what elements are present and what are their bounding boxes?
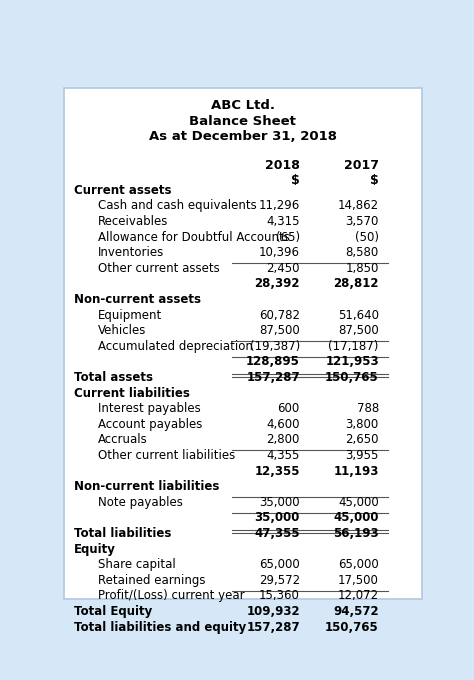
Text: 3,800: 3,800 [346, 418, 379, 430]
Text: Accumulated depreciation: Accumulated depreciation [98, 340, 253, 353]
Text: 45,000: 45,000 [333, 511, 379, 524]
Text: Equity: Equity [74, 543, 116, 556]
Text: 109,932: 109,932 [246, 605, 300, 618]
FancyBboxPatch shape [64, 88, 422, 599]
Text: Note payables: Note payables [98, 496, 182, 509]
Text: 45,000: 45,000 [338, 496, 379, 509]
Text: 150,765: 150,765 [325, 371, 379, 384]
Text: 35,000: 35,000 [255, 511, 300, 524]
Text: 4,600: 4,600 [266, 418, 300, 430]
Text: Non-current assets: Non-current assets [74, 293, 201, 306]
Text: 10,396: 10,396 [259, 246, 300, 259]
Text: 65,000: 65,000 [259, 558, 300, 571]
Text: Other current liabilities: Other current liabilities [98, 449, 235, 462]
Text: ABC Ltd.: ABC Ltd. [211, 99, 275, 112]
Text: 2,800: 2,800 [266, 433, 300, 446]
Text: Allowance for Doubtful Accounts: Allowance for Doubtful Accounts [98, 231, 290, 243]
Text: Total liabilities and equity: Total liabilities and equity [74, 621, 246, 634]
Text: 12,355: 12,355 [255, 464, 300, 477]
Text: Inventories: Inventories [98, 246, 164, 259]
Text: 600: 600 [278, 402, 300, 415]
Text: 8,580: 8,580 [346, 246, 379, 259]
Text: Cash and cash equivalents: Cash and cash equivalents [98, 199, 256, 212]
Text: 4,355: 4,355 [266, 449, 300, 462]
Text: Profit/(Loss) current year: Profit/(Loss) current year [98, 590, 245, 602]
Text: 15,360: 15,360 [259, 590, 300, 602]
Text: Share capital: Share capital [98, 558, 175, 571]
Text: 157,287: 157,287 [246, 621, 300, 634]
Text: 2017: 2017 [344, 158, 379, 171]
Text: Total assets: Total assets [74, 371, 153, 384]
Text: 35,000: 35,000 [259, 496, 300, 509]
Text: 3,570: 3,570 [346, 215, 379, 228]
Text: 2018: 2018 [265, 158, 300, 171]
Text: 14,862: 14,862 [337, 199, 379, 212]
Text: (65): (65) [276, 231, 300, 243]
Text: $: $ [291, 174, 300, 187]
Text: (19,387): (19,387) [250, 340, 300, 353]
Text: 87,500: 87,500 [338, 324, 379, 337]
Text: 28,392: 28,392 [255, 277, 300, 290]
Text: 128,895: 128,895 [246, 356, 300, 369]
Text: 4,315: 4,315 [266, 215, 300, 228]
Text: 65,000: 65,000 [338, 558, 379, 571]
Text: (50): (50) [355, 231, 379, 243]
Text: Equipment: Equipment [98, 309, 162, 322]
Text: 28,812: 28,812 [333, 277, 379, 290]
Text: 29,572: 29,572 [259, 574, 300, 587]
Text: Balance Sheet: Balance Sheet [190, 115, 296, 128]
Text: Total Equity: Total Equity [74, 605, 152, 618]
Text: Accruals: Accruals [98, 433, 147, 446]
Text: Other current assets: Other current assets [98, 262, 219, 275]
Text: 1,850: 1,850 [346, 262, 379, 275]
Text: 87,500: 87,500 [259, 324, 300, 337]
Text: 788: 788 [356, 402, 379, 415]
Text: Interest payables: Interest payables [98, 402, 201, 415]
Text: $: $ [370, 174, 379, 187]
Text: 3,955: 3,955 [346, 449, 379, 462]
Text: 2,650: 2,650 [346, 433, 379, 446]
Text: 11,193: 11,193 [334, 464, 379, 477]
Text: As at December 31, 2018: As at December 31, 2018 [149, 131, 337, 143]
Text: 56,193: 56,193 [333, 527, 379, 540]
Text: Current assets: Current assets [74, 184, 172, 197]
Text: 11,296: 11,296 [259, 199, 300, 212]
Text: 47,355: 47,355 [254, 527, 300, 540]
Text: Total liabilities: Total liabilities [74, 527, 171, 540]
Text: Account payables: Account payables [98, 418, 202, 430]
Text: Current liabilities: Current liabilities [74, 386, 190, 400]
Text: (17,187): (17,187) [328, 340, 379, 353]
Text: Receivables: Receivables [98, 215, 168, 228]
Text: Vehicles: Vehicles [98, 324, 146, 337]
Text: 12,072: 12,072 [337, 590, 379, 602]
Text: 157,287: 157,287 [246, 371, 300, 384]
Text: 150,765: 150,765 [325, 621, 379, 634]
Text: 60,782: 60,782 [259, 309, 300, 322]
Text: Non-current liabilities: Non-current liabilities [74, 480, 219, 493]
Text: 94,572: 94,572 [333, 605, 379, 618]
Text: Retained earnings: Retained earnings [98, 574, 205, 587]
Text: 121,953: 121,953 [325, 356, 379, 369]
Text: 2,450: 2,450 [266, 262, 300, 275]
Text: 17,500: 17,500 [338, 574, 379, 587]
Text: 51,640: 51,640 [338, 309, 379, 322]
